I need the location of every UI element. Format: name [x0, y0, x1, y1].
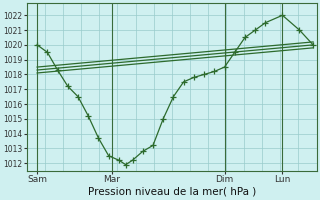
X-axis label: Pression niveau de la mer( hPa ): Pression niveau de la mer( hPa ): [88, 187, 256, 197]
